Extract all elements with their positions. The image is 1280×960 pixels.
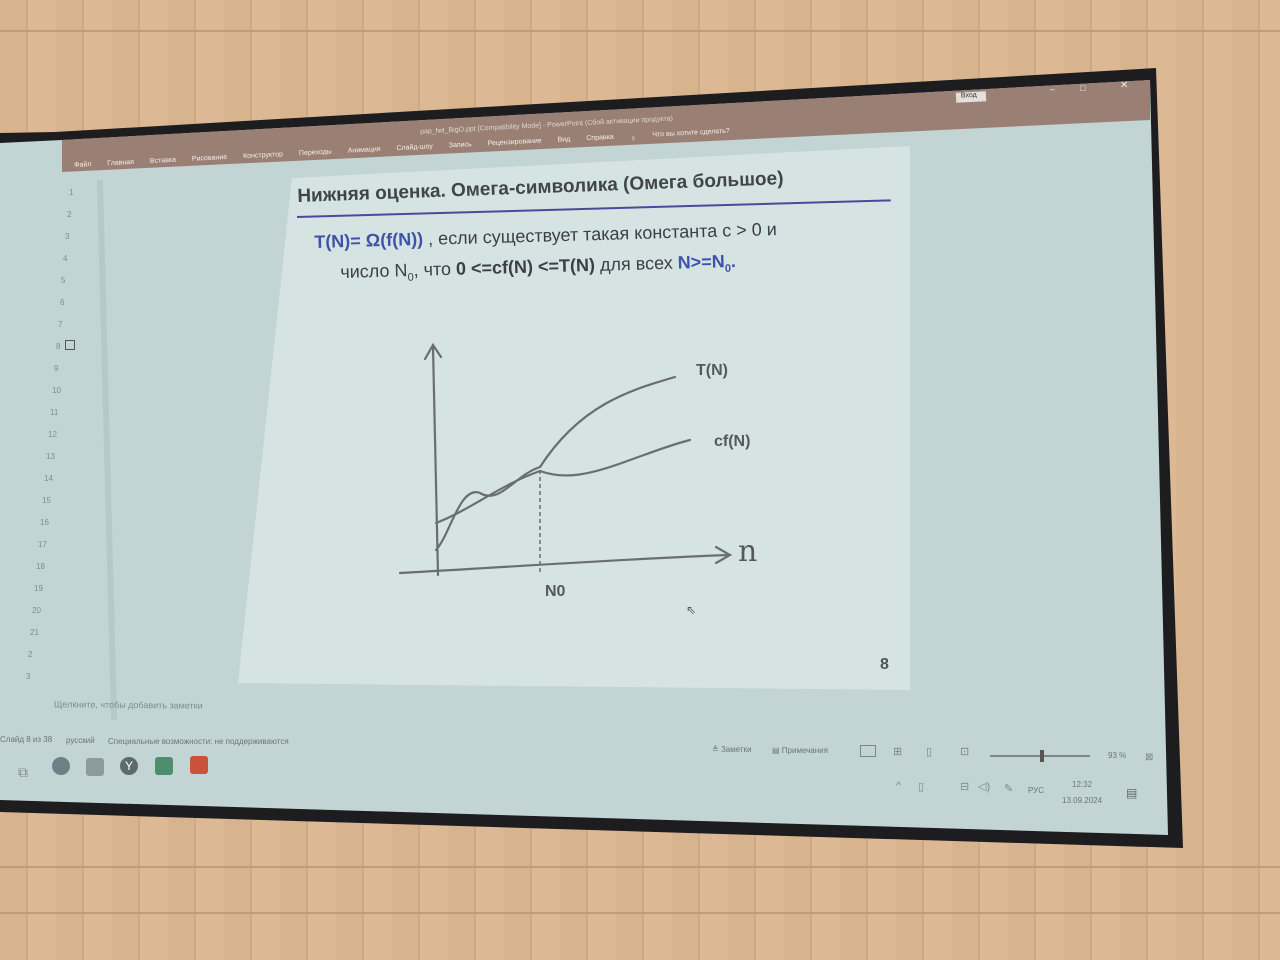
sidebar-slide-number[interactable]: 17 [38,540,47,549]
normal-view-icon[interactable] [860,745,876,757]
status-bar: Слайд 8 из 38 русский Специальные возмож… [0,735,1160,763]
network-icon[interactable]: ⊟ [960,781,970,793]
notes-icon: ≜ [712,745,721,754]
maximize-icon[interactable]: □ [1080,83,1086,93]
sidebar-slide-number[interactable]: 21 [30,628,39,637]
x-axis-arrow [714,545,733,565]
tab-slideshow[interactable]: Слайд-шоу [396,143,433,153]
comment-icon: ▤ [772,746,782,755]
volume-icon[interactable]: ◁) [978,781,991,793]
notes-toggle[interactable]: ≜ Заметки [712,745,752,754]
tab-transitions[interactable]: Переходы [298,148,332,158]
zoom-slider-thumb[interactable] [1040,750,1044,762]
y-axis-arrow [423,342,443,361]
battery-icon: ▯ [918,781,925,793]
signin-button[interactable]: Вход [955,91,987,103]
tab-animations[interactable]: Анимация [347,145,381,155]
tab-help[interactable]: Справка [586,133,614,143]
tab-view[interactable]: Вид [557,135,571,144]
clock-date[interactable]: 13.09.2024 [1062,796,1103,805]
file-explorer-icon[interactable] [86,758,104,776]
keyboard-language[interactable]: РУС [1028,786,1045,795]
notes-button-label: Заметки [720,745,752,754]
sidebar-slide-number[interactable]: 8 [56,342,61,351]
x-axis [398,553,730,575]
sidebar-slide-number[interactable]: 2 [28,650,33,659]
sidebar-slide-number[interactable]: 11 [50,408,59,417]
condition: N>=N [677,251,725,273]
sidebar-slide-number[interactable]: 19 [34,584,43,593]
tab-insert[interactable]: Вставка [149,156,177,166]
definition-text: , что [413,258,457,280]
sidebar-slide-number[interactable]: 3 [65,232,70,241]
sidebar-slide-number[interactable]: 6 [60,298,65,307]
definition-text: для всех [594,252,678,275]
sidebar-slide-number[interactable]: 7 [58,320,63,329]
inequality: 0 <=cf(N) <=T(N) [455,254,596,279]
fit-slide-icon[interactable]: ⊠ [1145,752,1154,763]
minimize-icon[interactable]: – [1050,84,1056,94]
sidebar-slide-number[interactable]: 20 [32,606,41,615]
mouse-pointer-icon: ⇖ [686,603,697,617]
sidebar-slide-number[interactable]: 13 [46,452,55,461]
sidebar-slide-number[interactable]: 16 [40,518,49,527]
slide-page-number: 8 [880,656,889,673]
omega-definition: T(N)= Ω(f(N)) [314,228,424,252]
lightbulb-icon: ♁ [629,132,637,143]
sidebar-slide-number[interactable]: 2 [67,210,72,219]
current-slide-marker [65,340,75,350]
curve-cf-n [434,438,692,525]
powerpoint-icon[interactable] [190,756,208,774]
sidebar-slide-number[interactable]: 3 [26,672,31,681]
photos-icon[interactable] [155,757,173,775]
sidebar-slide-number[interactable]: 12 [48,430,57,439]
sidebar-slide-number[interactable]: 14 [44,474,53,483]
taskbar: ⧉ Y ^ ▯ ⊟ ◁) ✎ РУС 12:32 13.09.2024 ▤ [0,756,1165,805]
sidebar-slide-number[interactable]: 1 [69,188,74,197]
close-icon[interactable]: ✕ [1120,80,1129,91]
tab-home[interactable]: Главная [107,158,135,168]
definition-text: число N [340,260,408,282]
yandex-browser-icon[interactable]: Y [120,757,138,775]
y-axis [431,345,440,577]
clock-time[interactable]: 12:32 [1072,780,1093,789]
tab-draw[interactable]: Рисование [191,153,228,163]
tab-file[interactable]: Файл [74,161,92,169]
slideshow-icon[interactable]: ⊡ [960,746,970,758]
period: . [730,250,737,272]
tab-design[interactable]: Конструктор [242,151,284,161]
pen-icon[interactable]: ✎ [1004,783,1014,795]
curve-t-n [434,375,677,552]
sidebar-slide-number[interactable]: 15 [42,496,51,505]
x-axis-label: n [738,534,758,569]
language-indicator[interactable]: русский [66,736,95,745]
sidebar-slide-number[interactable]: 18 [36,562,45,571]
slide-sorter-icon[interactable]: ⊞ [893,746,903,758]
notifications-icon[interactable]: ▤ [1126,786,1138,800]
sidebar-slide-number[interactable]: 10 [52,386,61,395]
sidebar-slide-number[interactable]: 9 [54,364,59,373]
tab-record[interactable]: Запись [448,141,472,150]
n0-label: N0 [545,583,566,600]
notes-placeholder[interactable]: Щелкните, чтобы добавить заметки [53,699,203,711]
sidebar-slide-number[interactable]: 4 [63,254,68,263]
signin-label: Вход [960,91,977,100]
reading-view-icon[interactable]: ▯ [926,746,933,758]
comments-button-label: Примечания [781,746,828,755]
task-view-icon[interactable]: ⧉ [18,764,28,780]
sidebar-slide-number[interactable]: 5 [61,276,66,285]
omega-graph [398,342,733,577]
t-n-label: T(N) [696,362,728,379]
slide-counter: Слайд 8 из 38 [0,735,53,744]
zoom-level[interactable]: 93 % [1108,751,1127,760]
cf-n-label: cf(N) [714,433,751,450]
comments-toggle[interactable]: ▤ Примечания [772,746,828,755]
accessibility-status[interactable]: Специальные возможности: не поддерживают… [108,737,289,746]
app-icon[interactable] [52,757,70,775]
tray-chevron-icon[interactable]: ^ [896,780,902,792]
